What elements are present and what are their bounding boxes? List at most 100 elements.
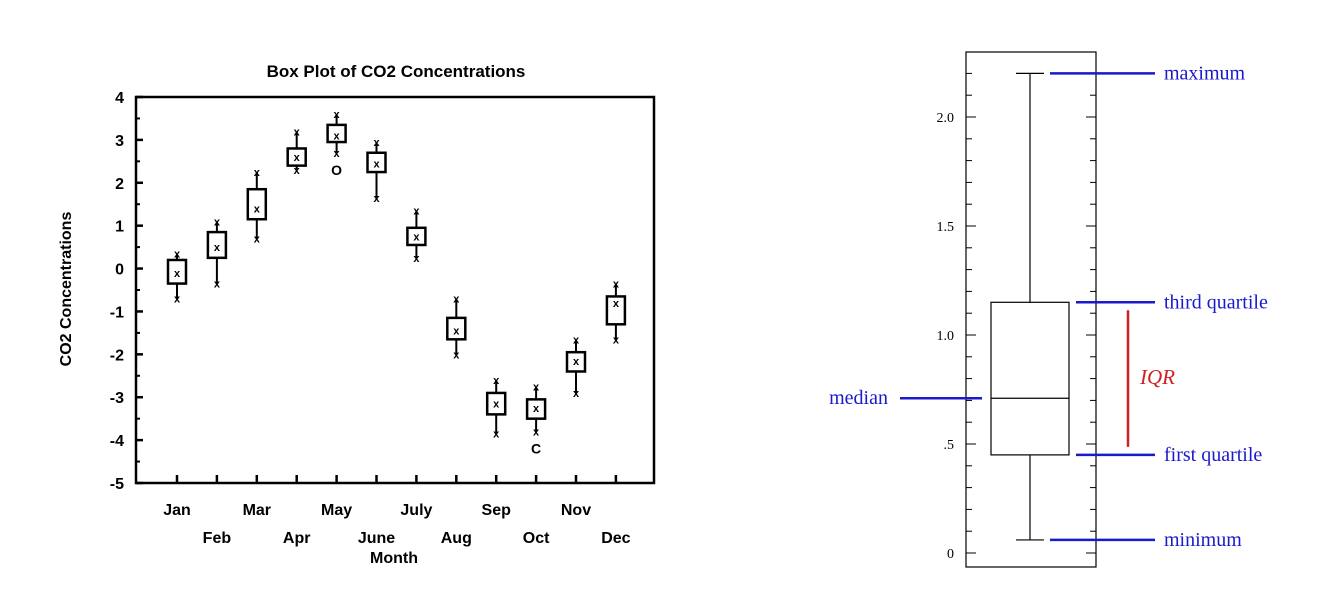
min-marker: x [373,193,380,205]
min-marker: x [174,294,181,306]
x-tick-label: Oct [523,530,550,547]
box-dec: xxx [605,279,627,346]
box-body [446,316,467,341]
median-marker: x [613,298,620,310]
iqr-label: IQR [1139,365,1175,389]
min-marker: x [254,234,261,246]
y-tick-label: 1 [115,219,124,236]
max-marker: x [373,137,380,149]
max-marker: x [174,249,181,261]
max-marker: x [453,294,460,306]
anatomy-y-ticks: 2.0 1.5 1.0 .5 0 [937,72,1096,562]
box-body [206,230,228,260]
median-marker: x [453,326,460,338]
y-tick-label: -2 [110,347,124,364]
max-marker: x [214,216,221,228]
y-tick-label: 4 [115,90,124,107]
minimum-label: minimum [1164,529,1242,551]
y-tick-label: 0 [115,262,124,279]
box-aug: xxx [446,294,467,361]
chart-title: Box Plot of CO2 Concentrations [267,62,526,81]
x-tick-label: Aug [441,530,472,547]
max-marker: x [613,279,620,291]
x-tick-label: Dec [601,530,630,547]
box-plot-anatomy: 2.0 1.5 1.0 .5 0 maximum third quartile medi… [829,51,1268,568]
median-marker: x [334,131,341,143]
box-body [605,295,627,326]
y-tick-label: .5 [944,438,955,453]
max-marker: x [573,334,580,346]
anatomy-box [990,72,1070,541]
x-tick-label: June [358,530,395,547]
y-tick-label: -3 [110,390,124,407]
x-tick-label: Sep [482,502,512,519]
median-marker: x [214,242,221,254]
x-tick-label: Feb [203,530,232,547]
box-sep: xxx [485,375,507,441]
box-jan: xxx [166,249,188,306]
max-marker: x [254,167,261,179]
min-marker: x [533,427,540,439]
y-tick-label: 1.0 [937,329,955,344]
box-body [565,350,587,373]
min-marker: x [334,148,341,160]
box-feb: x x x [206,216,228,291]
box-mar: x x x [246,167,268,246]
box-nov: xxx [565,334,587,400]
box-apr: xxx [286,126,307,177]
y-tick-label: 2.0 [937,111,955,126]
third-quartile-label: third quartile [1164,291,1268,313]
median-marker: x [573,356,580,368]
median-marker: x [533,403,540,415]
min-marker: x [413,253,420,265]
max-marker: x [533,382,540,394]
box-body [366,151,387,174]
box-body [246,187,268,221]
y-tick-label: 1.5 [937,220,955,235]
box-body [326,123,347,144]
median-label: median [829,387,888,409]
x-axis-label: Month [370,550,418,567]
y-tick-label: 3 [115,133,124,150]
anatomy-annotations: maximum third quartile median first quar… [829,62,1268,551]
y-tick-label: 2 [115,176,124,193]
min-marker: x [214,279,221,291]
x-tick-label: Jan [163,502,191,519]
x-tick-label: Mar [243,502,271,519]
x-axis-ticks: Jan Feb Mar Apr May June July Aug Sep Oct Nov Dec [163,475,631,547]
median-marker: x [493,399,500,411]
outlier-marker: O [331,162,342,178]
max-marker: x [413,206,420,218]
box-body [406,226,427,247]
median-marker: x [294,152,301,164]
co2-box-plot: Box Plot of CO2 Concentrations CO2 Conce… [58,62,656,567]
min-marker: x [493,429,500,441]
y-tick-label: -4 [110,433,124,450]
y-axis-label: CO2 Concentrations [58,212,75,367]
box-body [166,258,188,285]
box-body [525,398,547,420]
median-marker: x [413,231,420,243]
y-tick-label: -5 [110,476,124,493]
box-body [286,147,307,167]
box-june: xxx [366,137,387,205]
min-marker: x [294,165,301,177]
x-tick-label: July [400,502,432,519]
max-marker: x [294,126,301,138]
min-marker: x [573,388,580,400]
min-marker: x [453,349,460,361]
median-marker: x [174,268,181,280]
box-july: xxx [406,206,427,265]
y-tick-label: 0 [947,547,954,562]
max-marker: x [334,109,341,121]
median-marker: x [373,158,380,170]
min-marker: x [613,334,620,346]
maximum-label: maximum [1164,62,1246,84]
x-tick-label: May [321,502,352,519]
x-tick-label: Apr [283,530,311,547]
anatomy-frame [965,51,1097,568]
x-tick-label: Nov [561,502,591,519]
